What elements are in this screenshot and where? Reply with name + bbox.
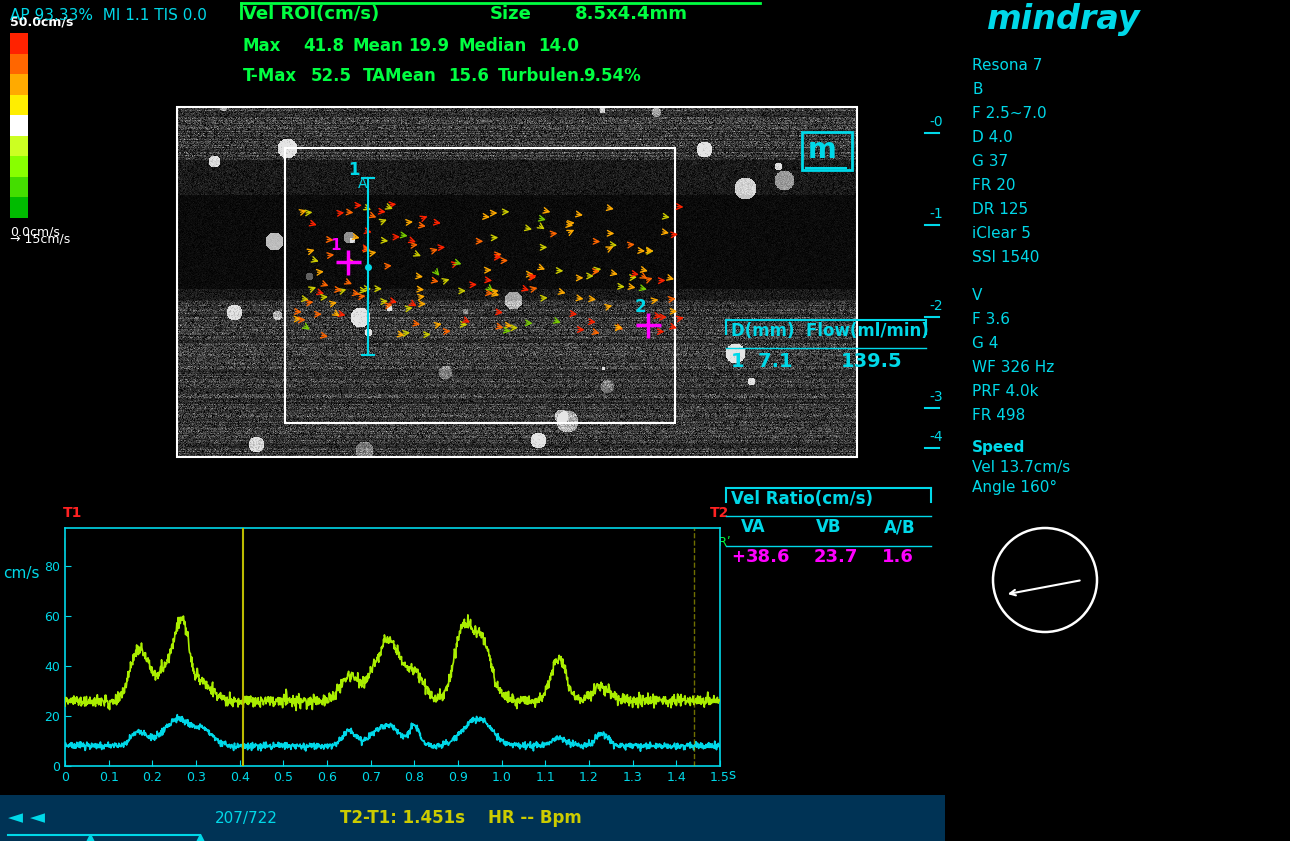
Bar: [285, 148, 675, 423]
Text: 19.9: 19.9: [408, 37, 449, 55]
Bar: [177, 107, 857, 457]
Bar: [802, 132, 851, 170]
Bar: [10, 115, 28, 135]
Text: 38.6: 38.6: [746, 548, 791, 566]
Text: Angle 160°: Angle 160°: [971, 480, 1057, 495]
Text: D(mm)  Flow(ml/min): D(mm) Flow(ml/min): [731, 322, 929, 340]
Text: 2: 2: [635, 298, 646, 316]
Text: Median: Median: [458, 37, 526, 55]
Text: T1: T1: [63, 506, 83, 520]
Bar: [10, 135, 28, 156]
Text: 23.7: 23.7: [814, 548, 858, 566]
Text: -3: -3: [929, 390, 943, 404]
Text: T-Max: T-Max: [243, 67, 297, 85]
Text: 14.0: 14.0: [538, 37, 579, 55]
Text: Vel Ratio(cm/s): Vel Ratio(cm/s): [731, 490, 873, 508]
Text: -1: -1: [929, 207, 943, 221]
Text: HRʹ: HRʹ: [710, 536, 731, 549]
Text: Speed: Speed: [971, 440, 1026, 455]
Text: 41.8: 41.8: [303, 37, 344, 55]
Text: Size: Size: [490, 5, 531, 23]
Bar: [10, 177, 28, 198]
Text: TAMean: TAMean: [362, 67, 437, 85]
Text: 1: 1: [330, 238, 341, 253]
Bar: [0, 795, 946, 841]
Text: -2: -2: [929, 299, 943, 313]
Text: VB: VB: [817, 518, 841, 536]
Text: s: s: [728, 768, 735, 782]
Text: 50.0cm/s: 50.0cm/s: [10, 15, 74, 28]
Text: 1  7.1: 1 7.1: [731, 352, 792, 371]
Bar: [10, 74, 28, 95]
Bar: [10, 156, 28, 177]
Text: → 15cm/s: → 15cm/s: [10, 232, 70, 245]
Bar: [10, 95, 28, 115]
Text: 8.5x4.4mm: 8.5x4.4mm: [575, 5, 688, 23]
Text: iClear 5: iClear 5: [971, 226, 1031, 241]
Text: cm/s: cm/s: [3, 566, 40, 581]
Text: Vel ROI(cm/s): Vel ROI(cm/s): [243, 5, 379, 23]
Text: AP 93.33%  MI 1.1 TIS 0.0: AP 93.33% MI 1.1 TIS 0.0: [10, 8, 206, 23]
Text: ◄: ◄: [8, 808, 23, 828]
Text: Max: Max: [243, 37, 281, 55]
Text: B: B: [971, 82, 983, 97]
Text: F 3.6: F 3.6: [971, 312, 1010, 327]
Text: mindray: mindray: [987, 3, 1140, 36]
Text: 139.5: 139.5: [841, 352, 903, 371]
Text: D 4.0: D 4.0: [971, 130, 1013, 145]
Text: Mean: Mean: [353, 37, 404, 55]
Text: V: V: [971, 288, 983, 303]
Text: SSI 1540: SSI 1540: [971, 250, 1040, 265]
Text: WF 326 Hz: WF 326 Hz: [971, 360, 1054, 375]
Text: T2-T1: 1.451s    HR -- Bpm: T2-T1: 1.451s HR -- Bpm: [341, 809, 582, 827]
Text: F 2.5~7.0: F 2.5~7.0: [971, 106, 1046, 121]
Text: m: m: [808, 136, 837, 164]
Text: 207/722: 207/722: [215, 811, 277, 826]
Text: A: A: [359, 177, 368, 191]
Text: FR 20: FR 20: [971, 178, 1015, 193]
Text: -4: -4: [929, 430, 943, 444]
Text: 䉿CC: 䉿CC: [63, 536, 92, 550]
Text: DR 125: DR 125: [971, 202, 1028, 217]
Text: Turbulen.: Turbulen.: [498, 67, 586, 85]
Text: 9.54%: 9.54%: [583, 67, 641, 85]
Text: 1.6: 1.6: [882, 548, 913, 566]
Text: ◄: ◄: [30, 808, 45, 828]
Text: PRF 4.0k: PRF 4.0k: [971, 384, 1038, 399]
Text: FR 498: FR 498: [971, 408, 1026, 423]
Bar: [10, 33, 28, 54]
Bar: [10, 54, 28, 74]
Text: A/B: A/B: [884, 518, 916, 536]
Text: -0: -0: [929, 115, 943, 129]
Text: 1: 1: [348, 161, 360, 179]
Text: +: +: [731, 548, 744, 566]
Text: 0.0cm/s: 0.0cm/s: [10, 225, 59, 238]
Bar: [177, 107, 857, 457]
Text: VA: VA: [740, 518, 766, 536]
Text: 52.5: 52.5: [311, 67, 352, 85]
Text: Vel 13.7cm/s: Vel 13.7cm/s: [971, 460, 1071, 475]
Text: T2: T2: [710, 506, 729, 520]
Text: G 37: G 37: [971, 154, 1007, 169]
Text: 15.6: 15.6: [448, 67, 489, 85]
Text: Resona 7: Resona 7: [971, 58, 1042, 73]
Text: G 4: G 4: [971, 336, 998, 351]
Bar: [10, 198, 28, 218]
